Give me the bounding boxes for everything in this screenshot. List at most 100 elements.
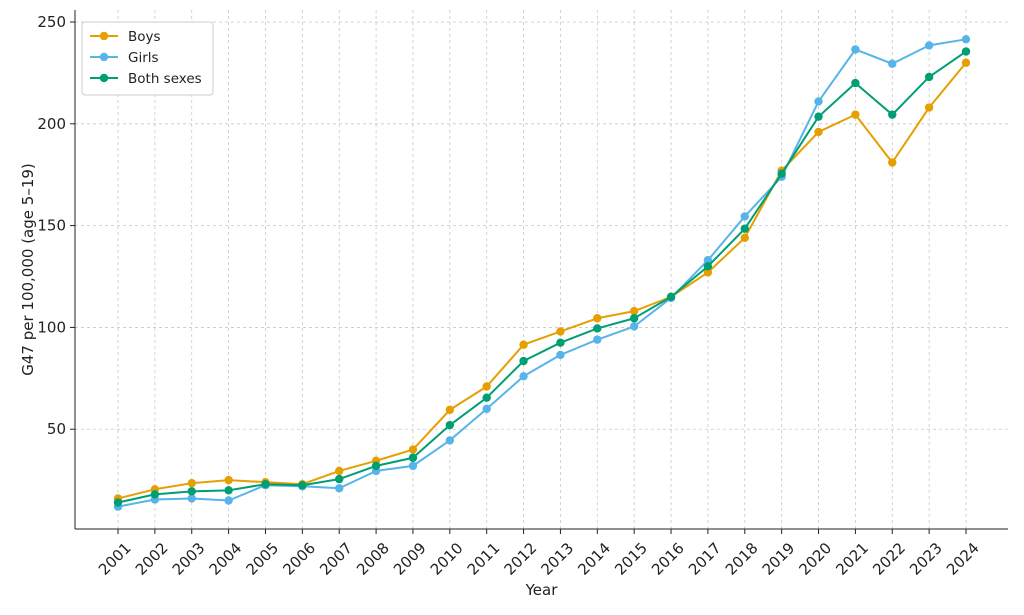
data-point [335, 484, 344, 493]
data-point [371, 461, 381, 471]
data-point [629, 314, 639, 323]
data-point [814, 112, 823, 121]
data-point [519, 340, 528, 349]
x-tick-label: 2019 [759, 539, 799, 579]
x-tick-label: 2017 [685, 539, 725, 579]
data-point [482, 382, 491, 391]
data-point [556, 350, 565, 360]
x-tick-label: 2009 [390, 539, 430, 579]
series-line [117, 38, 967, 508]
data-point [224, 496, 233, 505]
data-point [593, 314, 602, 323]
data-point [740, 233, 749, 243]
legend-box [81, 21, 214, 96]
data-point [629, 322, 639, 331]
data-point [740, 212, 749, 221]
data-point [187, 494, 196, 503]
x-tick-label: 2016 [648, 539, 688, 579]
x-tick-label: 2024 [943, 539, 983, 579]
x-tick-label: 2020 [796, 539, 836, 579]
data-point [593, 324, 602, 333]
data-point [629, 306, 639, 316]
x-tick-label: 2008 [353, 539, 393, 579]
x-tick-label: 2018 [722, 539, 762, 579]
y-tick-label: 150 [37, 217, 66, 235]
data-point [519, 356, 528, 366]
data-point [408, 461, 418, 471]
data-point [187, 487, 196, 496]
x-tick-label: 2022 [869, 539, 909, 579]
data-point [335, 474, 344, 484]
series-both-sexes [113, 47, 971, 507]
y-tick-label: 250 [37, 13, 66, 31]
x-tick-label: 2010 [427, 539, 467, 579]
x-tick-label: 2001 [95, 539, 135, 579]
legend-swatch-marker [99, 31, 109, 41]
data-point [703, 256, 713, 265]
x-tick-label: 2005 [242, 539, 282, 579]
data-point [150, 490, 160, 499]
data-point [924, 72, 934, 82]
data-point [888, 110, 897, 119]
data-point [703, 262, 713, 271]
data-point [851, 110, 860, 119]
data-point [482, 393, 491, 402]
data-point [740, 224, 749, 233]
y-tick-label: 50 [47, 420, 66, 438]
data-point [335, 466, 344, 476]
data-point [593, 335, 602, 344]
data-point [556, 327, 565, 336]
y-tick-label: 100 [37, 318, 66, 336]
data-point [703, 268, 713, 277]
series-line [117, 62, 967, 500]
data-point [408, 445, 418, 454]
x-tick-label: 2002 [132, 539, 172, 579]
x-tick-label: 2004 [206, 539, 246, 579]
x-tick-label: 2007 [316, 539, 356, 579]
data-point [814, 127, 823, 137]
series-boys [113, 58, 971, 503]
data-point [851, 45, 860, 54]
legend-label: Girls [128, 50, 159, 66]
x-tick-label: 2023 [906, 539, 946, 579]
data-point [851, 78, 860, 88]
legend: Boys Girls Both sexes [81, 21, 214, 96]
data-point [445, 436, 455, 445]
x-tick-label: 2011 [464, 539, 504, 579]
legend-label: Boys [128, 29, 161, 45]
data-point [814, 97, 823, 106]
legend-label: Both sexes [128, 71, 202, 87]
series-line [117, 50, 967, 504]
x-tick-label: 2021 [832, 539, 872, 579]
x-tick-label: 2012 [501, 539, 541, 579]
y-tick-label: 200 [37, 115, 66, 133]
data-point [482, 404, 491, 414]
data-point [519, 372, 528, 381]
data-point [224, 486, 233, 495]
x-tick-label: 2003 [169, 539, 209, 579]
data-point [888, 158, 897, 167]
data-point [961, 47, 971, 56]
data-point [961, 58, 971, 67]
series-girls [113, 35, 971, 511]
legend-swatch-marker [99, 73, 109, 83]
legend-swatch-marker [99, 52, 109, 62]
x-tick-label: 2013 [537, 539, 577, 579]
data-point [888, 59, 897, 68]
y-axis-label: G47 per 100,000 (age 5–19) [19, 163, 37, 376]
data-point [261, 480, 270, 489]
data-point [224, 475, 233, 485]
data-point [445, 405, 455, 415]
data-point [113, 498, 123, 507]
data-point [777, 169, 786, 178]
data-point [924, 103, 934, 112]
data-point [445, 420, 455, 430]
x-tick-label: 2006 [279, 539, 319, 579]
series-layer [113, 35, 971, 511]
data-point [666, 292, 676, 302]
data-point [556, 338, 565, 347]
x-tick-label: 2015 [611, 539, 651, 579]
data-point [298, 481, 307, 490]
x-axis-label: Year [525, 581, 559, 599]
